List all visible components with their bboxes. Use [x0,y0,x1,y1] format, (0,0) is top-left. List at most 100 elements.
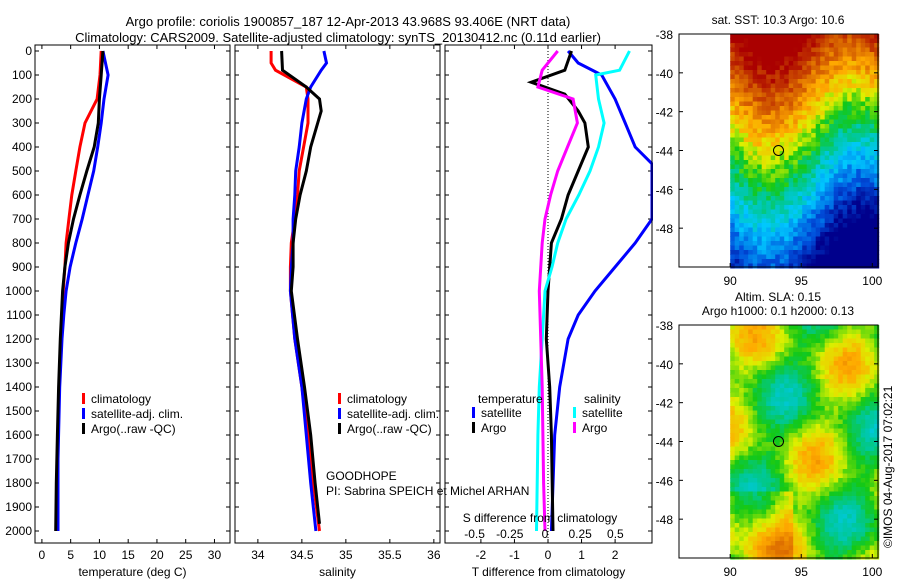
map-cell [842,97,848,102]
map-cell [752,38,758,44]
map-cell [829,329,835,335]
map-cell [842,191,848,197]
map-cell [802,70,808,75]
map-cell [788,514,794,519]
map-cell [797,437,803,443]
map-cell [824,160,830,165]
map-cell [865,137,871,143]
map-cell [815,254,821,260]
map-cell [820,464,826,470]
map-cell [748,146,754,152]
map-cell [811,187,817,192]
map-cell [806,419,812,425]
map-cell [806,451,812,456]
map-cell [748,437,754,443]
map-cell [874,173,880,179]
map-cell [833,365,839,371]
map-cell [838,433,844,438]
map-cell [856,119,862,125]
map-cell [743,124,749,129]
map-cell [793,419,799,425]
map-cell [743,491,749,497]
map-cell [829,383,835,389]
map-cell [761,70,767,75]
map-cell [842,374,848,380]
map-cell [797,151,803,156]
map-cell [748,523,754,528]
map-cell [748,532,754,537]
x-tick-label: 5 [67,548,74,562]
map-cell [770,56,776,62]
map-cell [865,236,871,242]
map-cell [766,74,772,80]
y-tick-label: 0 [25,44,32,58]
map-cell [847,352,853,357]
map-cell [824,263,830,269]
map-cell [829,365,835,371]
map-cell [757,428,763,434]
map-cell [833,124,839,129]
map-cell [806,101,812,107]
map-cell [748,214,754,219]
map-cell [784,392,790,398]
map-cell [869,496,875,501]
map-cell [761,518,767,524]
map-cell [860,532,866,537]
y-tick-label: -40 [656,67,674,81]
map-cell [761,106,767,111]
map-cell [806,187,812,192]
map-cell [793,473,799,479]
map-cell [793,406,799,411]
map-cell [842,410,848,416]
map-cell [743,182,749,188]
map-cell [802,115,808,120]
map-cell [865,106,871,111]
map-cell [874,419,880,425]
map-cell [824,370,830,375]
map-cell [730,329,736,335]
map-cell [829,245,835,251]
map-cell [815,151,821,156]
map-cell [824,406,830,411]
map-cell [734,487,740,492]
map-cell [757,236,763,242]
map-cell [734,34,740,39]
map-cell [797,47,803,53]
map-cell [833,52,839,57]
map-cell [842,545,848,551]
map-cell [784,232,790,237]
map-cell [865,250,871,255]
map-cell [766,446,772,452]
map-cell [734,83,740,89]
map-cell [748,383,754,389]
map-cell [784,223,790,228]
map-cell [766,352,772,357]
map-cell [779,388,785,393]
map-cell [829,500,835,506]
legend-title-salinity: salinity [584,392,621,406]
map-cell [743,227,749,233]
map-cell [815,401,821,407]
map-cell [815,205,821,210]
map-cell [847,88,853,93]
map-cell [784,263,790,269]
map-cell [865,437,871,443]
map-cell [775,137,781,143]
map-cell [788,482,794,488]
y-tick-label: 500 [12,164,32,178]
map-cell [811,178,817,183]
map-cell [874,178,880,183]
map-cell [730,536,736,542]
map-cell [874,352,880,357]
map-cell [752,164,758,170]
map-cell [865,74,871,80]
map-cell [748,334,754,339]
map-cell [743,523,749,528]
map-cell [779,545,785,551]
map-cell [865,356,871,362]
map-cell [824,464,830,470]
map-cell [761,446,767,452]
map-cell [851,343,857,348]
map-cell [770,119,776,125]
map-cell [842,329,848,335]
